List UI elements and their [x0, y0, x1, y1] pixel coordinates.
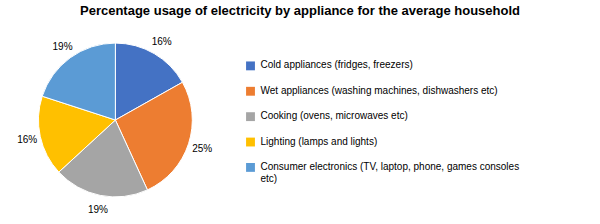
svg-text:Cold appliances (fridges, free: Cold appliances (fridges, freezers) — [261, 59, 413, 70]
svg-text:16%: 16% — [17, 134, 37, 145]
svg-text:16%: 16% — [152, 36, 172, 47]
svg-text:Cooking (ovens, microwaves etc: Cooking (ovens, microwaves etc) — [261, 110, 408, 121]
svg-text:19%: 19% — [88, 204, 108, 215]
svg-text:Consumer electronics (TV, lapt: Consumer electronics (TV, laptop, phone,… — [261, 161, 520, 184]
svg-text:Wet appliances (washing machin: Wet appliances (washing machines, dishwa… — [261, 85, 498, 96]
html-text:Percentage usage of electricit: Percentage usage of electricity by appli… — [80, 3, 520, 18]
svg-text:25%: 25% — [192, 143, 212, 154]
svg-text:Lighting (lamps and lights): Lighting (lamps and lights) — [261, 136, 378, 147]
svg-text:19%: 19% — [53, 41, 73, 52]
